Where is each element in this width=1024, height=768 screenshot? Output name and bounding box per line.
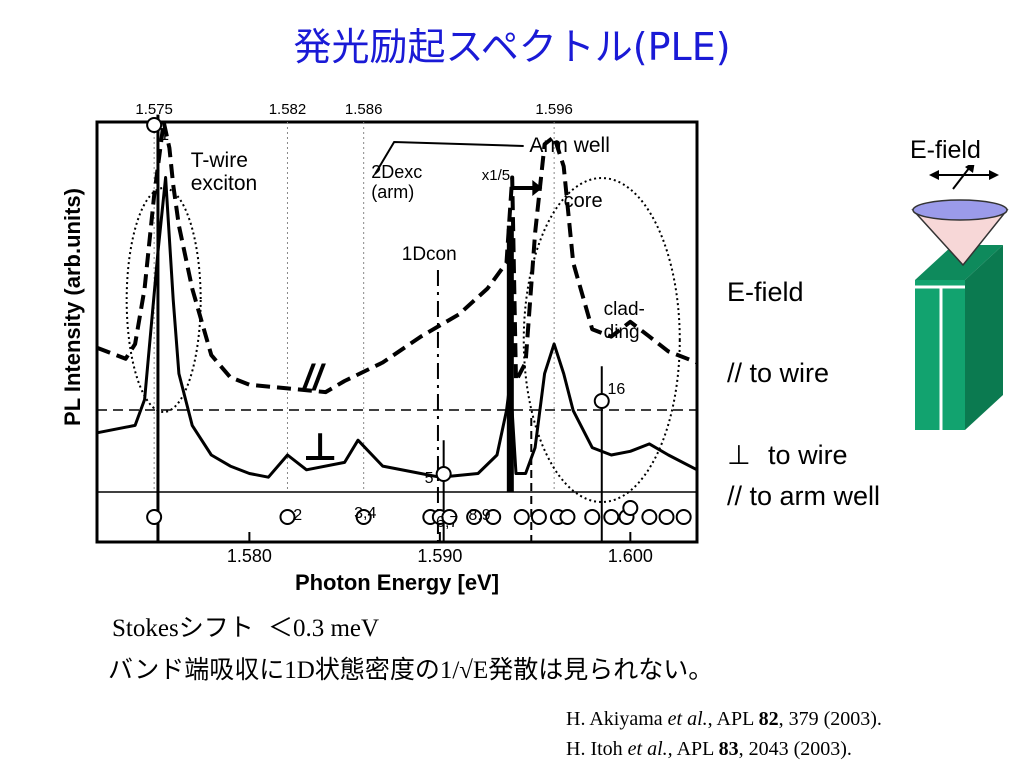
resonance-circle-marker: [584, 509, 601, 525]
circle-marker-label: 16: [607, 381, 625, 398]
top-tick-label: 1.582: [269, 101, 307, 118]
arm-well-ellipse: [522, 177, 681, 503]
annot-arm: (arm): [371, 182, 414, 202]
annot-clad: clad-: [604, 299, 645, 320]
annot-core: core: [564, 190, 603, 212]
efield-arrow-icon: [929, 165, 999, 190]
resonance-circle-marker: [675, 509, 692, 525]
series-dashed-line: [96, 120, 698, 395]
ple-spectrum-chart: 1.580 1.590 1.600 1.575 1.582 1.586 1.596 Photo…: [60, 101, 699, 595]
peak-5-circle: [435, 466, 452, 482]
resonance-circle-marker: [603, 509, 620, 525]
x-tick-label: 1.600: [608, 546, 653, 566]
perp-to-wire-label: ⊥ to wire: [727, 440, 848, 471]
annot-x1-5: x1/5: [482, 167, 510, 184]
annot-exciton: exciton: [191, 172, 258, 195]
circle-marker-label: 5: [425, 470, 434, 487]
x1-5-arrow-icon: [512, 180, 543, 196]
resonance-circle-marker: [441, 509, 458, 525]
resonance-circle-marker: [466, 509, 483, 525]
series-solid-line: [96, 176, 698, 479]
top-tick-label: 1.596: [535, 101, 573, 118]
perp-symbol: ⊥: [727, 440, 751, 470]
peak-1-circle: [146, 117, 163, 133]
circle-marker-label: 8,9: [468, 507, 490, 524]
top-tick-label: 1.575: [135, 101, 173, 118]
resonance-circle-marker: [513, 509, 530, 525]
excitation-cone-icon: [911, 199, 1009, 267]
resonance-circle-marker: [355, 509, 372, 525]
wire-schematic: [911, 165, 1009, 430]
annot-arm-well: Arm well: [529, 134, 610, 157]
reference-1: H. Akiyama et al., APL 82, 379 (2003).: [566, 708, 882, 730]
parallel-to-wire-label: // to wire: [727, 358, 830, 388]
annot-ding: ding: [604, 322, 640, 343]
x-tick-label: 1.590: [417, 546, 462, 566]
peak-right-circle: [622, 500, 639, 516]
plot-frame-box: [95, 120, 699, 544]
annot-2dexc: 2Dexc: [371, 162, 422, 182]
efield-top-label: E-field: [910, 136, 981, 164]
resonance-circle-marker: [559, 509, 576, 525]
stokes-shift-line: Stokesシフト ＜0.3 meV: [112, 613, 380, 642]
perp-text: to wire: [768, 440, 848, 470]
x-axis-label: Photon Energy [eV]: [295, 570, 499, 595]
slide-title: 発光励起スペクトル(PLE): [293, 25, 731, 69]
x-tick-label: 1.580: [227, 546, 272, 566]
t-wire-ellipse: [125, 187, 202, 413]
circle-marker-label: 2: [293, 507, 302, 524]
resonance-circle-marker: [279, 509, 296, 525]
resonance-circle-marker: [530, 509, 547, 525]
annot-parallel: //: [301, 357, 327, 398]
reference-2: H. Itoh et al., APL 83, 2043 (2003).: [566, 738, 852, 760]
resonance-circle-marker: [658, 509, 675, 525]
circle-marker-label: 1: [160, 127, 169, 144]
top-tick-label: 1.586: [345, 101, 383, 118]
resonance-circle-marker: [641, 509, 658, 525]
annot-t-wire: T-wire: [191, 149, 248, 172]
annot-perp: ⊥: [303, 427, 338, 469]
annot-1dcon: 1Dcon: [402, 244, 457, 265]
parallel-to-arm-label: // to arm well: [727, 481, 881, 511]
peak-16-circle: [593, 393, 610, 409]
y-axis-label: PL Intensity (arb.units): [60, 188, 85, 426]
resonance-circle-marker: [146, 509, 163, 525]
circle-marker-label: 3,4: [354, 505, 376, 522]
circle-marker-label: 6,7: [436, 514, 458, 531]
absorption-line: バンド端吸収に1D状態密度の1/√E発散は見られない。: [108, 655, 714, 684]
resonance-circle-marker: [485, 509, 502, 525]
wire-block: [915, 245, 1003, 430]
efield-label: E-field: [727, 277, 804, 307]
arm-well-pointer: [374, 140, 524, 175]
